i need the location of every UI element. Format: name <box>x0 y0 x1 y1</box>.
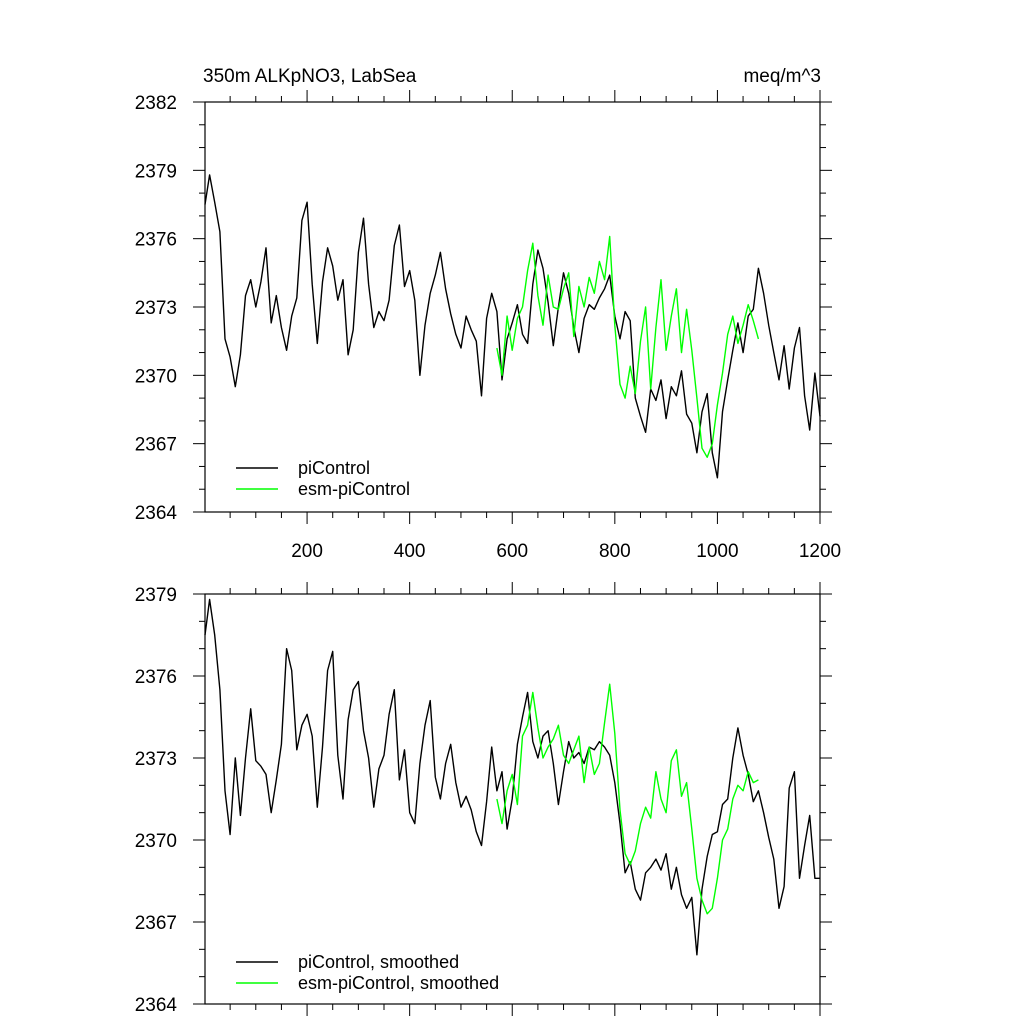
y-tick-label: 2364 <box>135 503 178 524</box>
series-line-picontrol <box>204 174 821 479</box>
top-panel-ticks: 2364 2367 2370 2373 2376 2379 2382 200 400 600 800… <box>135 90 841 562</box>
x-tick-label: 600 <box>496 541 528 562</box>
y-tick-label: 2376 <box>135 230 177 251</box>
bottom-panel: 2364 2367 2370 2373 2376 2379 piControl, smoo… <box>135 582 832 1016</box>
y-tick-label: 2373 <box>135 749 177 770</box>
y-tick-label: 2382 <box>135 93 177 114</box>
x-tick-label: 1000 <box>696 541 738 562</box>
series-line-esm-picontrol <box>496 235 760 458</box>
y-tick-label: 2364 <box>135 995 178 1016</box>
series-line-esm-picontrol-smoothed <box>496 683 759 915</box>
y-tick-label: 2370 <box>135 831 177 852</box>
y-tick-label: 2367 <box>135 435 177 456</box>
top-panel-title: 350m ALKpNO3, LabSea <box>203 66 417 87</box>
legend-label: piControl, smoothed <box>298 952 459 972</box>
top-panel-series <box>204 174 821 479</box>
legend-label: esm-piControl <box>298 479 410 499</box>
top-panel: 350m ALKpNO3, LabSea meq/m^3 2364 2367 237… <box>135 66 841 562</box>
x-tick-label: 800 <box>599 541 631 562</box>
bottom-panel-ticks: 2364 2367 2370 2373 2376 2379 <box>135 582 832 1016</box>
bottom-panel-frame <box>204 593 821 1005</box>
top-panel-units: meq/m^3 <box>743 66 821 87</box>
legend-label: esm-piControl, smoothed <box>298 973 499 993</box>
y-tick-label: 2379 <box>135 161 177 182</box>
legend-label: piControl <box>298 458 370 478</box>
y-tick-label: 2373 <box>135 298 177 319</box>
x-tick-label: 1200 <box>799 541 841 562</box>
y-tick-label: 2367 <box>135 913 177 934</box>
x-tick-label: 200 <box>291 541 323 562</box>
x-tick-label: 400 <box>394 541 426 562</box>
y-tick-label: 2376 <box>135 667 177 688</box>
y-tick-label: 2370 <box>135 366 177 387</box>
top-panel-frame <box>204 101 821 513</box>
series-line-picontrol-smoothed <box>204 598 820 956</box>
bottom-panel-series <box>204 598 820 956</box>
y-tick-label: 2379 <box>135 585 177 606</box>
